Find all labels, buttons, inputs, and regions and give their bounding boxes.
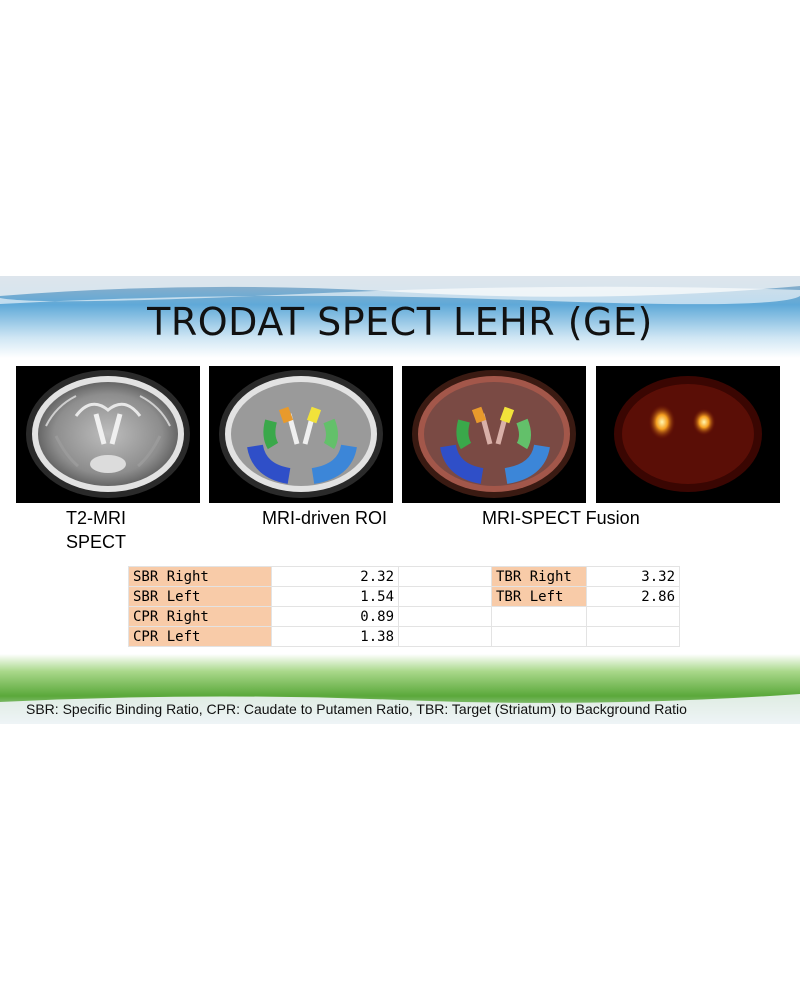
mri-roi-image: [209, 366, 393, 503]
footnote: SBR: Specific Binding Ratio, CPR: Caudat…: [26, 701, 687, 717]
row-value: 1.38: [271, 626, 399, 647]
row-value-2: 2.86: [586, 586, 680, 607]
table-row: SBR Left 1.54 TBR Left 2.86: [128, 586, 680, 607]
empty-cell: [398, 606, 492, 627]
caption-fusion: MRI-SPECT Fusion: [482, 508, 640, 528]
row-value: 2.32: [271, 566, 399, 587]
sky-banner: [0, 276, 800, 358]
row-value: 0.89: [271, 606, 399, 627]
t2-mri-image: [16, 366, 200, 503]
empty-cell: [491, 626, 587, 647]
slide-title: TRODAT SPECT LEHR (GE): [147, 300, 653, 344]
table-row: CPR Left 1.38: [128, 626, 680, 647]
row-value: 1.54: [271, 586, 399, 607]
row-label: CPR Left: [128, 626, 272, 647]
empty-cell: [586, 626, 680, 647]
table-row: SBR Right 2.32 TBR Right 3.32: [128, 566, 680, 587]
mri-spect-fusion-image: [402, 366, 586, 503]
row-label-2: TBR Left: [491, 586, 587, 607]
caption-mri-roi: MRI-driven ROI: [262, 508, 388, 528]
empty-cell: [586, 606, 680, 627]
table-row: CPR Right 0.89: [128, 606, 680, 627]
row-label-2: TBR Right: [491, 566, 587, 587]
row-label: CPR Right: [128, 606, 272, 627]
empty-cell: [398, 626, 492, 647]
grass-banner: [0, 654, 800, 724]
ratio-table: SBR Right 2.32 TBR Right 3.32 SBR Left 1…: [128, 566, 680, 647]
caption-t2-mri: T2-MRI: [66, 508, 126, 528]
row-label: SBR Left: [128, 586, 272, 607]
spect-image: [596, 366, 780, 503]
empty-cell: [398, 566, 492, 587]
caption-spect: SPECT: [66, 532, 127, 552]
row-label: SBR Right: [128, 566, 272, 587]
empty-cell: [398, 586, 492, 607]
empty-cell: [491, 606, 587, 627]
slide: TRODAT SPECT LEHR (GE): [0, 276, 800, 724]
row-value-2: 3.32: [586, 566, 680, 587]
